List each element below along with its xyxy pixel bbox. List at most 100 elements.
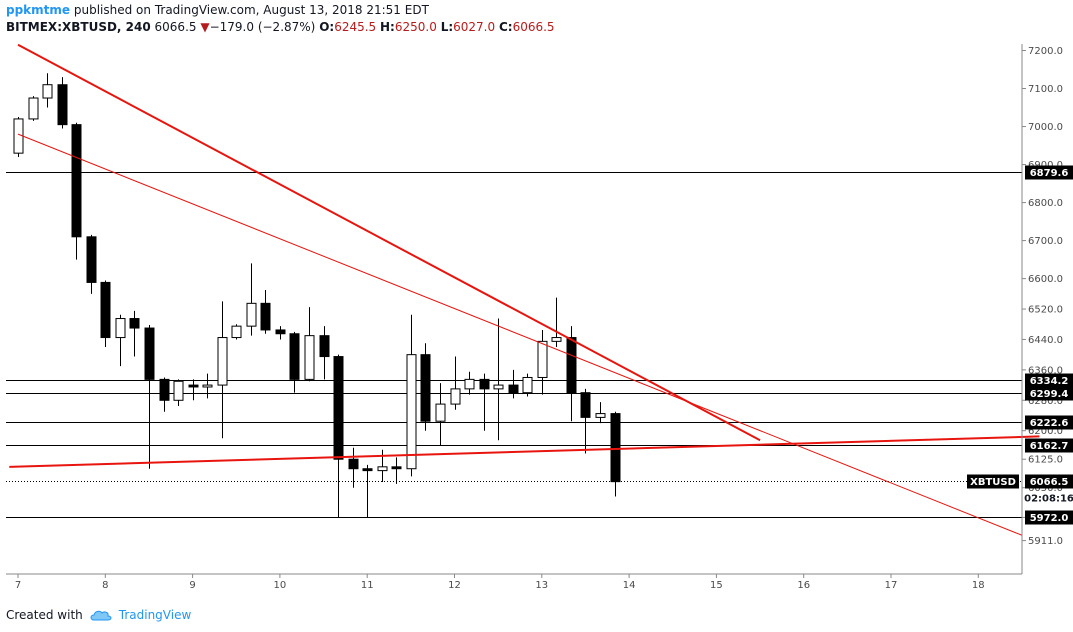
last-price-value: 6066.5	[154, 20, 197, 34]
trendlines	[9, 43, 1040, 536]
time-tick-label: 13	[535, 580, 548, 591]
low-value: 6027.0	[453, 20, 496, 34]
time-tick-label: 8	[102, 580, 108, 591]
price-tick-label: 6280.0	[1028, 396, 1063, 407]
level-price-tag	[1025, 165, 1073, 180]
candle-body	[217, 337, 228, 386]
candle-body	[231, 325, 242, 339]
candle-body	[188, 384, 199, 388]
candle-body	[450, 388, 461, 405]
author-link[interactable]: ppkmtme	[6, 3, 71, 17]
candle-body	[129, 318, 140, 329]
candle-body	[610, 413, 621, 483]
time-tick-label: 10	[274, 580, 287, 591]
candle-body	[435, 403, 446, 422]
candle-body	[508, 384, 519, 394]
down-arrow-icon: ▼	[200, 20, 210, 34]
last-price-tag-label: 6066.5	[1030, 477, 1069, 488]
level-price-tag	[1025, 386, 1073, 401]
level-price-tag-label: 6299.4	[1030, 389, 1069, 400]
symbol-tag-label: XBTUSD	[970, 477, 1016, 488]
candle-body	[362, 468, 373, 472]
low-label: L:	[440, 20, 454, 34]
candle-body	[595, 413, 606, 418]
level-price-tag-label: 5972.0	[1030, 513, 1069, 524]
candle-body	[57, 84, 68, 126]
candle-body	[246, 302, 257, 327]
high-value: 6250.0	[394, 20, 437, 34]
time-tick-label: 14	[623, 580, 636, 591]
candle-body	[260, 302, 271, 331]
countdown-label: 02:08:16	[1024, 494, 1073, 505]
level-price-tag-label: 6222.6	[1030, 418, 1069, 429]
time-tick-label: 17	[885, 580, 898, 591]
candle-body	[391, 466, 402, 470]
candle-body	[479, 378, 490, 390]
price-tick-label: 6125.0	[1028, 455, 1063, 466]
candle-body	[377, 466, 388, 472]
last-price-tag	[1025, 474, 1073, 489]
chart-header: ppkmtme published on TradingView.com, Au…	[6, 2, 555, 36]
candle-body	[86, 236, 97, 283]
price-tick-label: 6800.0	[1028, 198, 1063, 209]
candle-body	[333, 356, 344, 460]
price-tick-label: 6360.0	[1028, 365, 1063, 376]
candle-body	[420, 354, 431, 422]
candle-body	[115, 318, 126, 339]
price-tick-label: 5911.0	[1028, 536, 1063, 547]
candle-body	[202, 384, 213, 388]
time-axis[interactable]: 7 8 9 10 11 12 13 14 15 16 17 18	[15, 574, 985, 591]
candle-body	[42, 84, 53, 99]
symbol-label: BITMEX:XBTUSD, 240	[6, 20, 151, 34]
price-tick-label: 6520.0	[1028, 305, 1063, 316]
trendline-descending-thin	[17, 133, 1023, 536]
published-text: published on TradingView.com, August 13,…	[73, 3, 429, 17]
price-tick-label: 6440.0	[1028, 335, 1063, 346]
level-price-tag	[1025, 510, 1073, 525]
price-tick-label: 7200.0	[1028, 46, 1063, 57]
footer: Created with TradingView	[6, 606, 191, 624]
candle-body	[522, 376, 533, 394]
price-tick-label: 7100.0	[1028, 84, 1063, 95]
high-label: H:	[380, 20, 395, 34]
candle-body	[289, 333, 300, 380]
price-axis[interactable]: 7200.07100.07000.06900.06800.06700.06600…	[1022, 46, 1063, 547]
candle-body	[406, 354, 417, 470]
candles	[13, 73, 621, 518]
candle-body	[464, 378, 475, 390]
candle-body	[551, 337, 562, 342]
candle-body	[173, 380, 184, 401]
time-tick-label: 7	[15, 580, 21, 591]
level-price-tag	[1025, 415, 1073, 430]
time-tick-label: 15	[710, 580, 723, 591]
time-tick-label: 18	[972, 580, 985, 591]
candle-body	[493, 384, 504, 390]
price-tick-label: 7000.0	[1028, 122, 1063, 133]
time-tick-label: 12	[448, 580, 461, 591]
tradingview-cloud-icon	[90, 610, 112, 621]
tradingview-brand-link[interactable]: TradingView	[118, 608, 192, 622]
price-tick-label: 6700.0	[1028, 236, 1063, 247]
open-value: 6245.5	[334, 20, 377, 34]
price-tick-label: 6200.0	[1028, 426, 1063, 437]
level-price-tag-label: 6334.2	[1030, 376, 1069, 387]
level-price-tag	[1025, 373, 1073, 388]
time-tick-label: 9	[189, 580, 195, 591]
candle-body	[348, 458, 359, 470]
close-value: 6066.5	[512, 20, 555, 34]
level-price-tag-label: 6162.7	[1030, 441, 1069, 452]
candle-body	[275, 329, 286, 335]
candle-body	[100, 281, 111, 339]
candle-body	[304, 335, 315, 380]
open-label: O:	[319, 20, 335, 34]
candle-body	[580, 392, 591, 418]
price-tags: 6879.6 6334.2 6299.4 6222.6 6162.7 5972.0 XBTU…	[967, 165, 1073, 525]
ohlc-line: BITMEX:XBTUSD, 240 6066.5 ▼−179.0 (−2.87…	[6, 19, 555, 36]
candle-body	[144, 327, 155, 380]
candle-body	[71, 124, 82, 238]
price-tick-label: 6600.0	[1028, 274, 1063, 285]
level-price-tag	[1025, 438, 1073, 453]
created-with-text: Created with	[6, 608, 83, 622]
candle-body	[159, 378, 170, 401]
